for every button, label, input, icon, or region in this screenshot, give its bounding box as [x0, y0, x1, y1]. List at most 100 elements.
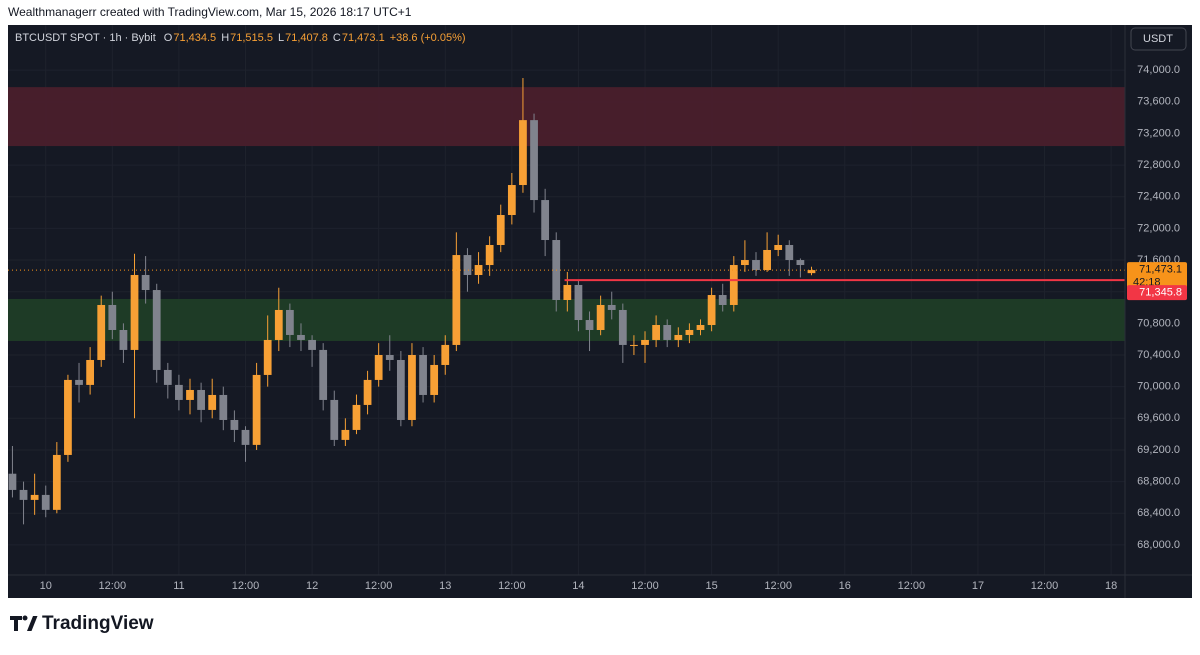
- x-tick-label: 14: [572, 580, 584, 592]
- x-tick-label: 11: [173, 580, 184, 592]
- candle-body: [30, 494, 39, 500]
- candle-body: [718, 295, 727, 305]
- candle-body: [263, 339, 272, 375]
- candle-body: [474, 265, 483, 275]
- x-tick-label: 15: [705, 580, 717, 592]
- plot-area: [8, 25, 1125, 575]
- candle-body: [141, 274, 150, 291]
- candle-body: [463, 255, 472, 275]
- candle-body: [763, 249, 771, 271]
- legend-change: +38.6 (+0.05%): [390, 32, 466, 44]
- candle-body: [186, 389, 194, 400]
- x-tick-label: 12:00: [631, 580, 659, 592]
- zone: [8, 298, 1125, 341]
- y-tick-label: 68,000.0: [1137, 539, 1180, 551]
- candle-body: [519, 120, 527, 186]
- legend-value: 71,407.8: [285, 32, 328, 44]
- y-tick-label: 70,800.0: [1137, 317, 1180, 329]
- x-tick-label: 12:00: [99, 580, 127, 592]
- candle-body: [208, 394, 217, 410]
- legend-value: 71,434.5: [173, 32, 216, 44]
- candle-body: [507, 185, 516, 216]
- price-label-box: [1127, 285, 1187, 301]
- y-tick-label: 68,800.0: [1137, 476, 1180, 488]
- x-tick-label: 12:00: [898, 580, 926, 592]
- candle-body: [707, 295, 716, 326]
- candle-body: [752, 260, 760, 271]
- candle-body: [729, 265, 738, 305]
- header-text: Wealthmanagerr created with TradingView.…: [8, 5, 412, 19]
- x-tick-label: 18: [1105, 580, 1117, 592]
- candle-body: [108, 304, 117, 330]
- candle-body: [641, 339, 649, 345]
- y-tick-label: 72,400.0: [1137, 191, 1180, 203]
- candle-body: [64, 379, 72, 455]
- price-label-box: [1127, 262, 1187, 291]
- candle-body: [75, 379, 83, 385]
- candle-body: [585, 320, 594, 330]
- candle-body: [574, 284, 583, 321]
- candle-body: [441, 344, 450, 365]
- candle-body: [52, 454, 61, 510]
- x-tick-label: 10: [40, 580, 52, 592]
- candle-body: [674, 334, 683, 340]
- candle-body: [607, 304, 616, 310]
- x-tick-label: 12: [306, 580, 318, 592]
- candle-body: [785, 245, 794, 261]
- y-tick-label: 72,000.0: [1137, 222, 1180, 234]
- price-label: 71,345.8: [1139, 287, 1182, 299]
- candle-body: [297, 334, 305, 340]
- candle-body: [163, 369, 172, 385]
- candle-body: [152, 290, 161, 370]
- legend-value: 71,515.5: [230, 32, 273, 44]
- candle-body: [119, 329, 128, 350]
- candle-body: [219, 394, 228, 420]
- x-tick-label: 12:00: [1031, 580, 1059, 592]
- y-tick-label: 73,200.0: [1137, 127, 1180, 139]
- candle-body: [8, 473, 17, 490]
- candle-body: [19, 489, 28, 500]
- price-label: 71,473.1: [1139, 263, 1182, 275]
- candle-body: [663, 325, 672, 340]
- footer-logo: TradingView: [42, 613, 154, 634]
- candle-body: [807, 270, 816, 274]
- currency-button[interactable]: [1130, 27, 1187, 51]
- candle-body: [41, 494, 50, 510]
- y-tick-label: 70,000.0: [1137, 381, 1180, 393]
- candle-body: [274, 309, 283, 340]
- footer-logo-icon: [10, 615, 38, 631]
- y-tick-label: 72,800.0: [1137, 159, 1180, 171]
- candle-body: [530, 120, 538, 201]
- candle-body: [430, 364, 439, 395]
- candle-body: [241, 429, 250, 445]
- y-tick-label: 68,400.0: [1137, 507, 1180, 519]
- candle-body: [308, 339, 316, 350]
- candle-body: [796, 260, 805, 266]
- legend-key: O: [164, 32, 173, 44]
- x-tick-label: 13: [439, 580, 451, 592]
- x-tick-label: 16: [839, 580, 851, 592]
- candle-body: [97, 304, 106, 360]
- candle-body: [652, 325, 660, 340]
- candle-body: [452, 255, 461, 345]
- candle-body: [197, 389, 205, 410]
- candle-body: [419, 355, 427, 395]
- candle-body: [86, 359, 95, 385]
- legend: BTCUSDT SPOT · 1h · Bybit O 71,434.5 H 71,51…: [15, 32, 466, 44]
- candle-body: [363, 379, 372, 405]
- legend-value: 71,473.1: [342, 32, 385, 44]
- candle-body: [319, 349, 328, 400]
- candle-body: [385, 355, 394, 360]
- y-tick-label: 73,600.0: [1137, 96, 1180, 108]
- candle-body: [230, 419, 239, 430]
- candle-body: [341, 429, 350, 440]
- candle-body: [774, 245, 783, 250]
- candle-body: [330, 399, 339, 440]
- zone: [8, 87, 1125, 147]
- legend-key: H: [221, 32, 229, 44]
- candle-body: [396, 359, 405, 420]
- candle-body: [130, 274, 139, 350]
- candle-body: [485, 245, 494, 266]
